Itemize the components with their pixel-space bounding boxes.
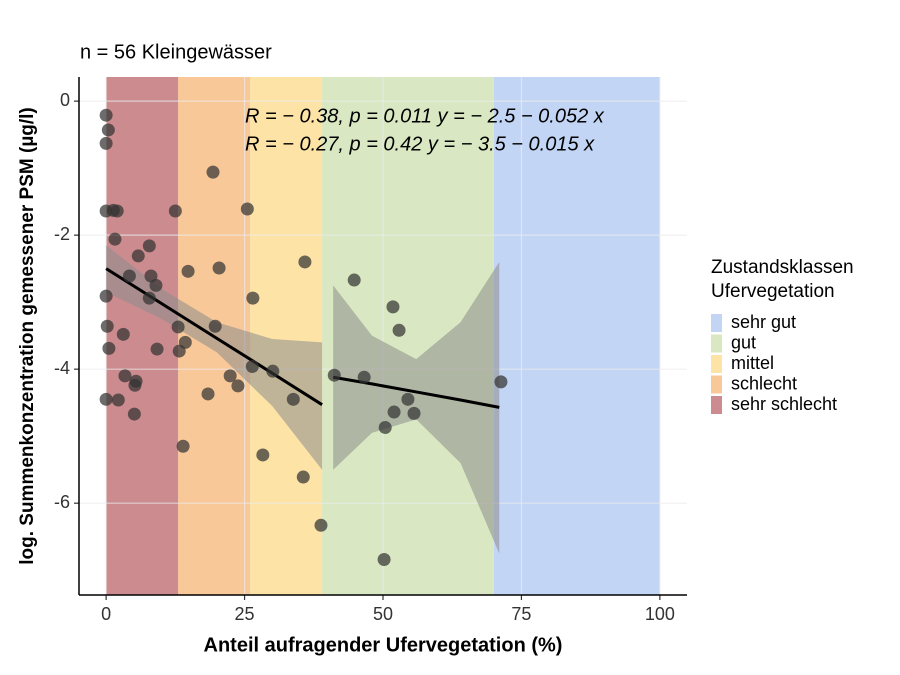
legend-swatch xyxy=(711,375,722,394)
data-point xyxy=(327,368,341,382)
y-tick-label: -6 xyxy=(54,492,70,512)
data-point xyxy=(128,378,142,392)
data-point xyxy=(240,202,254,216)
fit-annotation: R = − 0.27, p = 0.42 y = − 3.5 − 0.015 x xyxy=(245,133,595,155)
data-point xyxy=(149,278,163,292)
x-tick-label: 75 xyxy=(511,604,531,624)
data-point xyxy=(110,204,124,218)
fit-line xyxy=(332,375,500,409)
legend-swatch xyxy=(711,355,722,373)
data-point xyxy=(131,249,145,263)
legend-label: sehr gut xyxy=(731,312,796,332)
data-point xyxy=(357,370,371,384)
data-point xyxy=(101,123,115,137)
y-tick-label: -2 xyxy=(54,224,70,244)
legend-label: gut xyxy=(731,332,756,352)
data-point xyxy=(223,369,237,383)
data-point xyxy=(298,255,312,269)
data-point xyxy=(99,108,113,122)
legend-title: Zustandsklassen xyxy=(711,257,854,278)
x-tick-label: 100 xyxy=(645,604,675,624)
data-point xyxy=(386,300,400,314)
data-point xyxy=(231,379,245,393)
fit-line xyxy=(105,267,323,406)
data-point xyxy=(122,269,136,283)
data-point xyxy=(168,204,182,218)
data-point xyxy=(99,289,113,303)
data-point xyxy=(378,420,392,434)
data-point xyxy=(401,392,415,406)
data-point xyxy=(245,359,259,373)
data-point xyxy=(494,375,508,389)
data-point xyxy=(314,518,328,532)
x-axis-label: Anteil aufragender Ufervegetation (%) xyxy=(204,634,563,656)
data-point xyxy=(99,392,113,406)
data-point xyxy=(118,369,132,383)
legend-label: schlecht xyxy=(731,373,797,393)
x-tick-label: 25 xyxy=(235,604,255,624)
data-point xyxy=(256,448,270,462)
data-point xyxy=(142,239,156,253)
data-point xyxy=(286,392,300,406)
y-tick-label: 0 xyxy=(60,90,70,110)
data-point xyxy=(127,407,141,421)
data-point xyxy=(100,319,114,333)
data-point xyxy=(347,273,361,287)
legend-swatch xyxy=(711,334,722,353)
data-point xyxy=(246,291,260,305)
data-point xyxy=(208,319,222,333)
data-point xyxy=(176,439,190,453)
data-point xyxy=(102,341,116,355)
data-point xyxy=(171,320,185,334)
data-point xyxy=(296,470,310,484)
chart-title: n = 56 Kleingewässer xyxy=(80,41,272,63)
x-tick-label: 0 xyxy=(101,604,111,624)
data-point xyxy=(181,264,195,278)
y-axis-label: log. Summenkonzentration gemessener PSM … xyxy=(17,107,38,565)
data-point xyxy=(392,323,406,337)
data-point xyxy=(387,405,401,419)
data-point xyxy=(150,342,164,356)
legend-label: mittel xyxy=(731,353,774,373)
data-point xyxy=(212,261,226,275)
band xyxy=(106,77,179,595)
data-point xyxy=(108,232,122,246)
data-point xyxy=(377,552,391,566)
legend-swatch xyxy=(711,396,722,414)
x-tick-label: 50 xyxy=(373,604,393,624)
fit-annotation: R = − 0.38, p = 0.011 y = − 2.5 − 0.052 … xyxy=(245,105,605,127)
legend-swatch xyxy=(711,314,722,332)
data-point xyxy=(266,364,280,378)
data-point xyxy=(172,344,186,358)
y-tick-label: -4 xyxy=(54,358,70,378)
data-point xyxy=(206,165,220,179)
legend-label: sehr schlecht xyxy=(731,394,837,414)
data-point xyxy=(99,136,113,150)
data-point xyxy=(116,327,130,341)
data-point xyxy=(111,393,125,407)
data-point xyxy=(142,291,156,305)
data-point xyxy=(201,387,215,401)
data-point xyxy=(407,406,421,420)
legend-title: Ufervegetation xyxy=(711,281,835,302)
